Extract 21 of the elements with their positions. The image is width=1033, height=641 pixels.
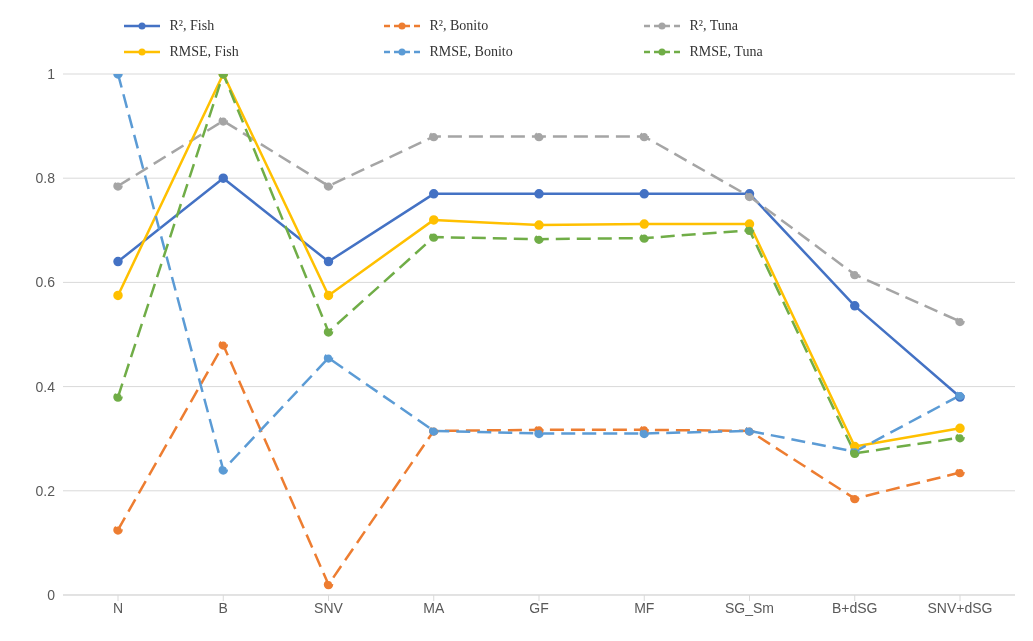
x-tick-label: SNV+dSG: [927, 599, 993, 616]
x-tick-label: GF: [529, 599, 549, 616]
legend-label: RMSE, Tuna: [689, 44, 763, 60]
y-tick-label: 0.2: [35, 482, 56, 499]
x-tick-label: N: [112, 599, 124, 616]
y-tick-label: 0: [47, 586, 56, 603]
y-tick-label: 1: [47, 65, 56, 82]
y-tick-label: 0.4: [35, 378, 56, 395]
y-tick-label: 0.6: [35, 274, 56, 291]
y-tick-label: 0.8: [35, 170, 56, 187]
legend-label: R², Tuna: [689, 18, 739, 34]
legend-label: R², Fish: [169, 18, 215, 34]
x-tick-label: B+dSG: [831, 599, 878, 616]
x-tick-label: B: [218, 599, 228, 616]
x-tick-label: MF: [634, 599, 655, 616]
x-tick-label: SG_Sm: [724, 599, 775, 616]
legend-label: RMSE, Bonito: [429, 44, 513, 60]
legend-label: R², Bonito: [429, 18, 489, 34]
legend-label: RMSE, Fish: [169, 44, 239, 60]
x-tick-label: MA: [423, 599, 445, 616]
x-tick-label: SNV: [314, 599, 344, 616]
